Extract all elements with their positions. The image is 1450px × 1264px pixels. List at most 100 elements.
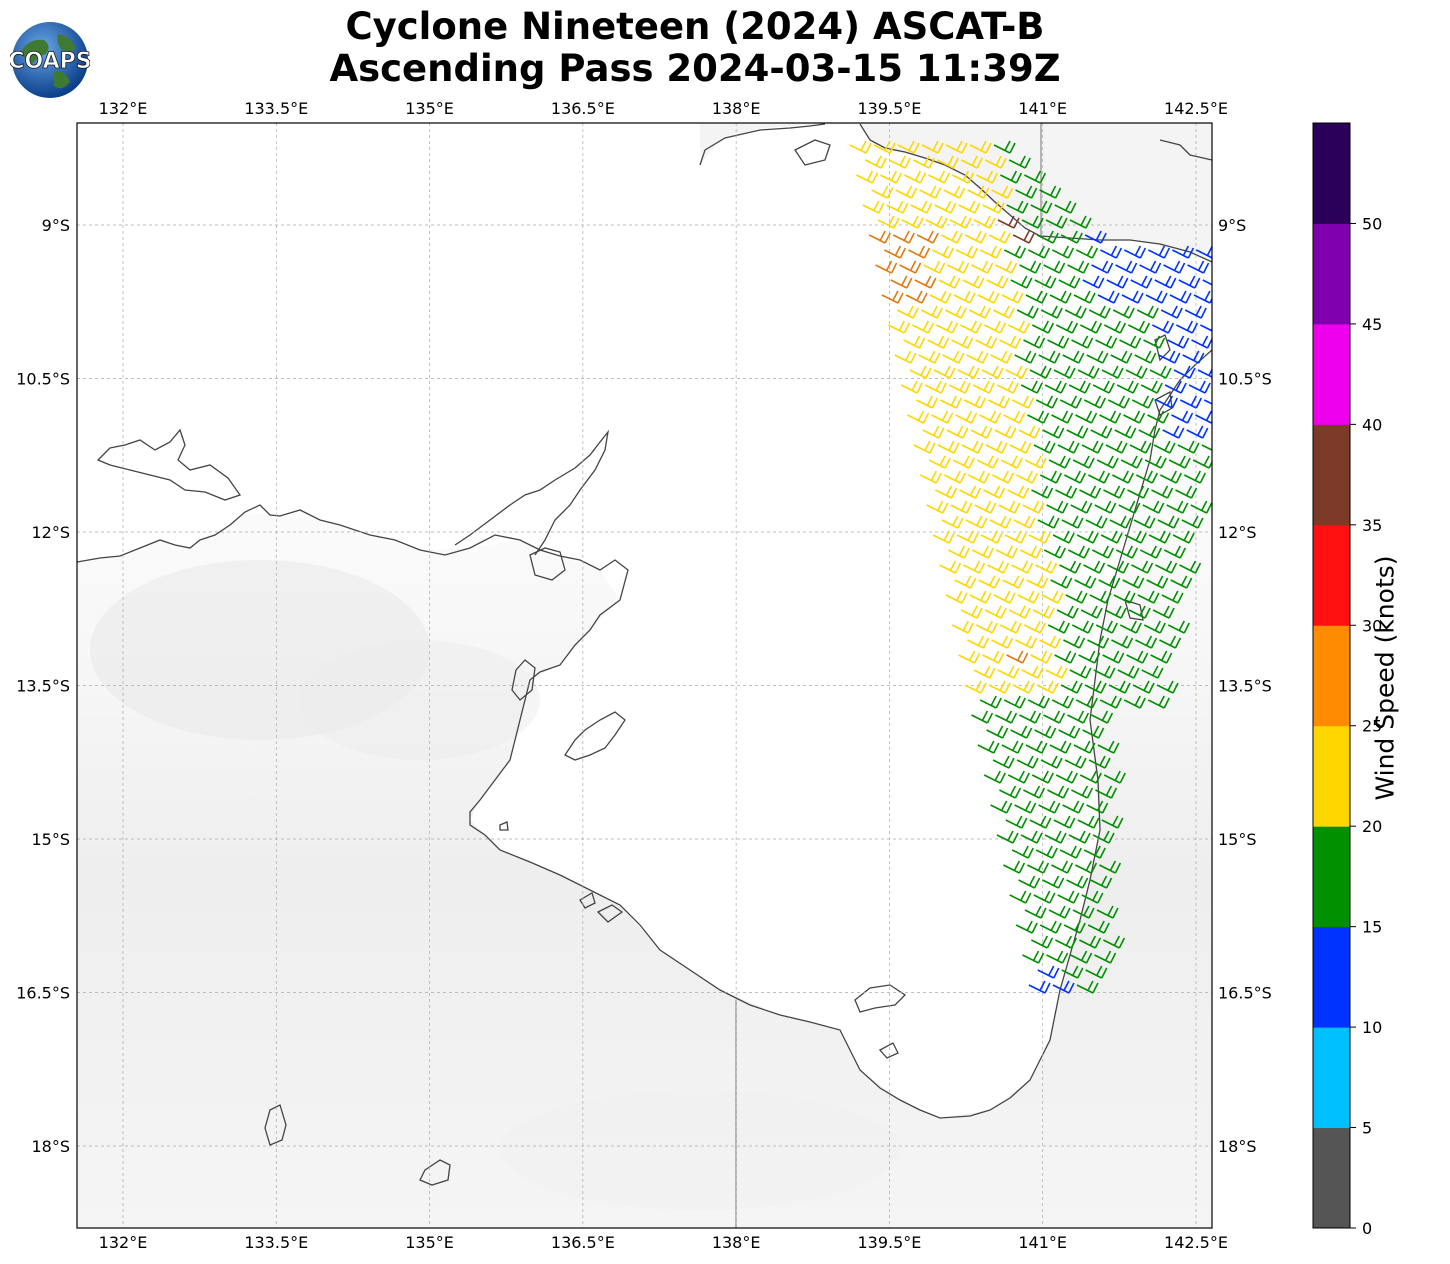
wind-barb [1083, 395, 1107, 409]
wind-barb [1100, 530, 1123, 544]
wind-barb [1015, 920, 1038, 934]
wind-barb [1057, 440, 1080, 454]
wind-barb [929, 290, 952, 304]
colorbar-segment [1313, 323, 1350, 425]
plot-frame [76, 122, 1213, 1229]
wind-barb [993, 590, 1016, 604]
wind-barb [1087, 920, 1110, 934]
wind-barb [1008, 155, 1031, 169]
lat-tick-label-right: 15°S [1218, 830, 1257, 849]
wind-barb [1201, 444, 1212, 451]
wind-barb [1007, 320, 1031, 334]
wind-barb [1016, 305, 1039, 319]
wind-barb [1030, 650, 1053, 664]
wind-barb [1137, 590, 1160, 604]
wind-barb [887, 320, 911, 334]
wind-barb [935, 485, 958, 499]
wind-barb [965, 515, 988, 529]
wind-barb [925, 215, 948, 229]
wind-barb [1075, 860, 1098, 874]
wind-barb [951, 620, 974, 634]
wind-barb [1092, 380, 1115, 394]
wind-barb [994, 425, 1017, 439]
wind-barb [868, 230, 891, 244]
wind-barb [1140, 380, 1163, 394]
wind-barb [1155, 560, 1178, 574]
wind-barb [932, 530, 955, 544]
wind-barb [1112, 305, 1135, 319]
wind-barb [928, 170, 951, 184]
lat-tick-label-right: 16.5°S [1218, 984, 1272, 1003]
colorbar-segment [1313, 725, 1350, 827]
colorbar-segment [1313, 1027, 1350, 1129]
wind-barb [900, 380, 923, 394]
wind-barb [1116, 380, 1139, 394]
wind-barb [1002, 575, 1025, 589]
wind-barb [1055, 485, 1078, 499]
wind-barb [966, 350, 989, 364]
wind-barb [1060, 680, 1083, 694]
wind-barb [1085, 515, 1108, 529]
wind-barb [919, 185, 942, 199]
wind-barb [1115, 545, 1138, 559]
wind-barb [927, 335, 950, 349]
wind-barb [1081, 440, 1104, 454]
wind-barb [923, 260, 946, 274]
wind-barb [1054, 650, 1077, 664]
wind-barb [1059, 845, 1082, 859]
wind-barb [953, 290, 976, 304]
wind-barb [1047, 785, 1070, 799]
wind-barb [1128, 605, 1151, 619]
wind-barb [918, 350, 941, 364]
wind-barb [1104, 605, 1127, 619]
wind-barb [1094, 950, 1117, 964]
wind-barb [1009, 440, 1032, 454]
wind-barb [1061, 965, 1084, 979]
wind-barb [1044, 830, 1067, 844]
wind-barb [1166, 500, 1189, 514]
wind-barb [984, 605, 1007, 619]
wind-barb [1195, 410, 1212, 424]
wind-barb [905, 290, 928, 304]
colorbar-tick-label: 10 [1362, 1018, 1382, 1037]
wind-barb [1131, 560, 1154, 574]
wind-barb [1153, 440, 1176, 454]
wind-barb [1154, 275, 1177, 289]
wind-barb [1066, 425, 1089, 439]
wind-barb [888, 155, 911, 169]
wind-barb [1071, 620, 1094, 634]
wind-barb [1067, 260, 1090, 274]
colorbar-tick-label: 25 [1362, 717, 1382, 736]
wind-barb [1084, 680, 1107, 694]
wind-barb [1108, 680, 1131, 694]
wind-barb [1077, 815, 1100, 829]
wind-barb [1148, 245, 1171, 259]
wind-barb [1054, 200, 1077, 214]
wind-barb [1007, 485, 1030, 499]
wind-barb [1023, 335, 1046, 349]
wind-barb [1087, 635, 1110, 649]
wind-barb [957, 365, 980, 379]
wind-barb [942, 350, 965, 364]
wind-barb [946, 425, 969, 439]
colorbar-tick-label: 15 [1362, 918, 1382, 937]
wind-barb [1029, 365, 1052, 379]
wind-barb [990, 800, 1013, 814]
wind-barb [1039, 635, 1062, 649]
wind-barb [1012, 680, 1035, 694]
wind-barb [1134, 350, 1157, 364]
wind-barb [947, 260, 970, 274]
lon-tick-label-bottom: 139.5°E [857, 1233, 921, 1252]
wind-barb [1151, 485, 1174, 499]
wind-barb [1175, 320, 1199, 334]
wind-barb [1056, 605, 1079, 619]
wind-barb [873, 140, 896, 154]
wind-barb [909, 365, 932, 379]
wind-barb [1018, 875, 1041, 889]
wind-barb [1126, 650, 1149, 664]
wind-barb [1078, 650, 1101, 664]
wind-barb [1039, 920, 1062, 934]
wind-barb [1062, 800, 1085, 814]
wind-barb [999, 335, 1022, 349]
wind-barb [1043, 260, 1066, 274]
